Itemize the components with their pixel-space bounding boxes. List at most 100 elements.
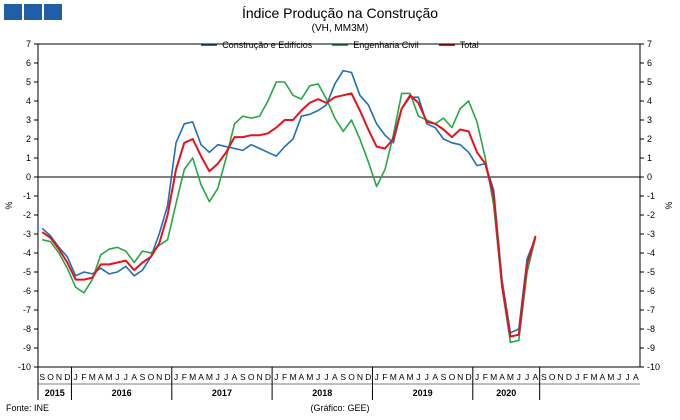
x-month-label: N <box>357 372 363 382</box>
x-month-label: J <box>525 372 529 382</box>
x-month-label: D <box>265 372 271 382</box>
x-month-label: J <box>224 372 228 382</box>
x-year-label: 2015 <box>45 388 65 398</box>
x-month-label: M <box>390 372 397 382</box>
x-month-label: O <box>47 372 54 382</box>
x-month-label: D <box>365 372 371 382</box>
y-tick-label-right: 0 <box>647 172 652 182</box>
y-tick-label-left: 6 <box>26 58 31 68</box>
y-tick-label-left: 4 <box>26 96 31 106</box>
y-tick-label-right: -7 <box>647 305 655 315</box>
x-month-label: F <box>182 372 187 382</box>
x-month-label: J <box>617 372 621 382</box>
y-tick-label-left: 0 <box>26 172 31 182</box>
x-year-label: 2017 <box>212 388 232 398</box>
y-tick-label-right: -8 <box>647 324 655 334</box>
x-month-label: A <box>499 372 505 382</box>
x-month-label: J <box>475 372 479 382</box>
x-month-label: D <box>466 372 472 382</box>
plot-frame <box>37 43 641 368</box>
x-month-label: J <box>625 372 629 382</box>
y-tick-label-left: -6 <box>23 286 31 296</box>
x-month-label: S <box>541 372 547 382</box>
y-tick-label-right: 3 <box>647 115 652 125</box>
y-tick-label-left: -8 <box>23 324 31 334</box>
x-month-label: M <box>306 372 313 382</box>
legend-item-total: Total <box>438 40 479 50</box>
x-month-label: N <box>156 372 162 382</box>
legend-label-construcao: Construção e Edifícios <box>222 40 313 50</box>
legend-item-construcao: Construção e Edifícios <box>201 40 312 50</box>
x-month-label: A <box>232 372 238 382</box>
x-month-label: M <box>89 372 96 382</box>
y-tick-label-right: 6 <box>647 58 652 68</box>
y-tick-label-right: 1 <box>647 153 652 163</box>
y-axis-label-right: % <box>664 201 674 209</box>
x-month-label: D <box>165 372 171 382</box>
x-month-label: O <box>248 372 255 382</box>
series-line-engenharia <box>42 81 537 344</box>
x-year-label: 2016 <box>112 388 132 398</box>
x-year-label: 2018 <box>312 388 332 398</box>
x-month-label: J <box>316 372 320 382</box>
x-year-label: 2020 <box>496 388 516 398</box>
x-month-label: S <box>240 372 246 382</box>
x-month-label: S <box>441 372 447 382</box>
y-tick-label-left: -7 <box>23 305 31 315</box>
legend-swatch-engenharia <box>332 44 349 46</box>
y-tick-label-left: 5 <box>26 77 31 87</box>
y-tick-label-right: -9 <box>647 343 655 353</box>
x-month-label: M <box>289 372 296 382</box>
x-month-label: O <box>148 372 155 382</box>
x-month-label: N <box>256 372 262 382</box>
y-tick-label-left: -4 <box>23 248 31 258</box>
axes: 7 7 6 6 5 5 4 4 3 3 2 2 1 1 0 0 -1 -1 -2 -2 -3 -3 -4 -4 -5 -5 -6 -6… <box>4 39 674 372</box>
x-month-label: J <box>216 372 220 382</box>
x-month-label: F <box>282 372 287 382</box>
logo-block-3 <box>44 4 62 20</box>
x-month-label: A <box>600 372 606 382</box>
x-month-label: J <box>74 372 78 382</box>
x-month-label: A <box>332 372 338 382</box>
y-tick-label-right: -2 <box>647 210 655 220</box>
y-tick-label-left: -5 <box>23 267 31 277</box>
x-month-label: F <box>583 372 588 382</box>
x-month-label: M <box>590 372 597 382</box>
y-axis-label-left: % <box>4 201 14 209</box>
x-month-label: F <box>81 372 86 382</box>
y-tick-label-right: 5 <box>647 77 652 87</box>
x-month-label: M <box>106 372 113 382</box>
x-month-label: J <box>425 372 429 382</box>
x-month-label: J <box>517 372 521 382</box>
legend: Construção e Edifícios Engenharia Civil … <box>0 40 680 50</box>
x-month-label: A <box>399 372 405 382</box>
y-tick-label-left: -10 <box>18 362 31 372</box>
x-month-label: M <box>206 372 213 382</box>
y-tick-label-right: -1 <box>647 191 655 201</box>
x-month-label: A <box>299 372 305 382</box>
series-line-total <box>41 92 537 338</box>
x-month-label: M <box>407 372 414 382</box>
x-month-label: J <box>174 372 178 382</box>
x-month-label: S <box>340 372 346 382</box>
y-tick-label-left: -1 <box>23 191 31 201</box>
x-month-label: J <box>575 372 579 382</box>
x-month-label: A <box>533 372 539 382</box>
legend-item-engenharia: Engenharia Civil <box>332 40 419 50</box>
credit-note: (Gráfico: GEE) <box>310 403 370 413</box>
y-tick-label-left: -9 <box>23 343 31 353</box>
x-month-label: M <box>490 372 497 382</box>
source-note: Fonte: INE <box>6 403 50 413</box>
x-month-label: M <box>507 372 514 382</box>
y-tick-label-left: 3 <box>26 115 31 125</box>
x-month-label: J <box>375 372 379 382</box>
chart-subtitle: (VH, MM3M) <box>311 23 369 34</box>
x-month-label: M <box>607 372 614 382</box>
x-month-label: J <box>274 372 278 382</box>
x-month-label: N <box>457 372 463 382</box>
y-tick-label-right: -4 <box>647 248 655 258</box>
x-month-label: F <box>382 372 387 382</box>
x-month-label: S <box>140 372 146 382</box>
y-tick-label-right: 2 <box>647 134 652 144</box>
